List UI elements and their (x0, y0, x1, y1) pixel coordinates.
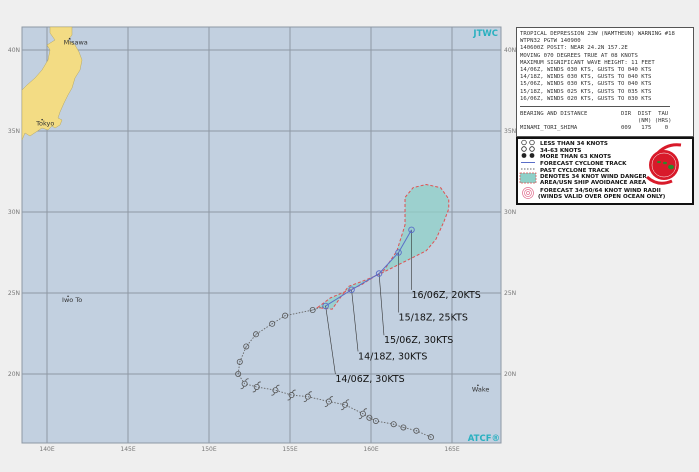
map-legend: LESS THAN 34 KNOTS 34-63 KNOTS MORE THAN… (516, 137, 694, 205)
latitude-label-right: 20N (504, 371, 516, 378)
longitude-label: 145E (120, 446, 135, 453)
forecast-label: 16/06Z, 20KTS (412, 290, 481, 301)
bearing-units: (NM) (HRS) (520, 118, 672, 125)
latitude-label-right: 30N (504, 209, 516, 216)
place-label: Misawa (64, 39, 88, 47)
depression-symbol-icon (372, 417, 379, 424)
warning-line: 140600Z POSIT: NEAR 24.2N 157.2E (520, 45, 628, 52)
wind-danger-area (316, 183, 450, 310)
divider (520, 106, 670, 108)
tropical-storm-symbol-icon (341, 399, 350, 411)
latitude-label-right: 25N (504, 290, 516, 297)
depression-symbol-icon (235, 370, 242, 377)
label-leader-line (378, 273, 385, 336)
warning-line: MAXIMUM SIGNIFICANT WAVE HEIGHT: 11 FEET (520, 59, 655, 66)
warning-text-panel: TROPICAL DEPRESSION 23W (NAMTHEUN) WARNI… (516, 27, 694, 137)
label-leader-line (351, 289, 359, 352)
japan-landmass (21, 26, 83, 141)
place-label: Iwo To (62, 296, 82, 304)
forecast-label: 14/18Z, 30KTS (358, 351, 427, 362)
longitude-label: 160E (363, 446, 378, 453)
place-label: Wake (472, 385, 490, 393)
depression-symbol-icon (366, 414, 373, 421)
jtwc-label: JTWC (472, 29, 498, 39)
forecast-position-icon (375, 270, 383, 277)
place-marker-icon (67, 295, 69, 298)
legend-item: PAST CYCLONE TRACK (540, 167, 610, 174)
label-leader-line (325, 305, 336, 375)
longitude-label: 150E (201, 446, 216, 453)
legend-item: AREA/USN SHIP AVOIDANCE AREA (540, 180, 647, 186)
past-cyclone-track (237, 305, 432, 438)
longitude-label: 155E (282, 446, 297, 453)
depression-symbol-icon (400, 424, 407, 431)
depression-symbol-icon (427, 434, 434, 441)
latitude-label-right: 35N (504, 128, 516, 135)
latitude-label-left: 20N (8, 371, 20, 378)
latitude-label-left: 30N (8, 209, 20, 216)
legend-item: FORECAST 34/50/64 KNOT WIND RADII (540, 187, 661, 194)
tropical-storm-symbol-icon (252, 381, 261, 393)
34-63-knots-icon (521, 146, 535, 152)
place-marker-icon (477, 384, 479, 387)
warning-line: TROPICAL DEPRESSION 23W (NAMTHEUN) WARNI… (520, 31, 675, 37)
tropical-storm-symbol-icon (287, 389, 296, 401)
place-label: Tokyo (35, 120, 54, 128)
forecast-label: 15/06Z, 30KTS (384, 335, 453, 346)
forecast-position-icon (408, 226, 415, 234)
less-than-34-knots-icon (521, 139, 535, 146)
forecast-position-icon (322, 302, 329, 310)
forecast-label: 14/06Z, 30KTS (335, 374, 404, 385)
depression-symbol-icon (390, 421, 397, 428)
depression-symbol-icon (243, 343, 250, 350)
depression-symbol-icon (252, 331, 259, 338)
tropical-storm-symbol-icon (324, 396, 333, 407)
wind-radii-icon (522, 187, 534, 199)
tropical-storm-symbol-icon (303, 391, 312, 403)
warning-line: 14/18Z, WINDS 030 KTS, GUSTS TO 040 KTS (520, 74, 652, 81)
longitude-label: 140E (39, 446, 54, 453)
legend-item: LESS THAN 34 KNOTS (540, 141, 608, 147)
warning-line: 16/06Z, WINDS 020 KTS, GUSTS TO 030 KTS (520, 95, 652, 102)
jtwc-logo (645, 143, 682, 185)
warning-line: 15/18Z, WINDS 025 KTS, GUSTS TO 035 KTS (520, 88, 652, 95)
forecast-position-icon (395, 249, 402, 256)
warning-line: 14/06Z, WINDS 030 KTS, GUSTS TO 040 KTS (520, 67, 652, 74)
latitude-label-left: 25N (8, 290, 20, 297)
bearing-header: BEARING AND DISTANCE DIR DIST TAU (520, 111, 669, 118)
atcf-label: ATCF® (468, 434, 500, 444)
warning-line: WTPN32 PGTW 140900 (520, 38, 581, 45)
warning-line: MOVING 070 DEGREES TRUE AT 08 KNOTS (520, 52, 638, 59)
legend-item: MORE THAN 63 KNOTS (540, 154, 612, 160)
longitude-label: 165E (444, 446, 459, 453)
forecast-cyclone-track (325, 229, 412, 307)
warning-line: 15/06Z, WINDS 030 KTS, GUSTS TO 040 KTS (520, 81, 652, 88)
place-marker-icon (68, 37, 71, 40)
legend-item: 34-63 KNOTS (540, 147, 582, 154)
depression-symbol-icon (309, 307, 316, 314)
latitude-label-left: 40N (8, 47, 20, 54)
tropical-storm-symbol-icon (358, 408, 367, 420)
more-than-63-knots-icon (521, 153, 535, 158)
forecast-label: 15/18Z, 25KTS (399, 313, 468, 324)
place-marker-icon (41, 118, 43, 121)
latitude-label-right: 40N (504, 47, 516, 54)
tropical-storm-symbol-icon (240, 378, 249, 390)
depression-symbol-icon (413, 427, 420, 434)
latitude-label-left: 35N (8, 128, 20, 135)
legend-item: FORECAST CYCLONE TRACK (540, 161, 627, 167)
tropical-storm-symbol-icon (271, 384, 280, 396)
bearing-row: MINAMI_TORI_SHIMA 009 175 0 (520, 125, 669, 132)
danger-area-swatch (519, 172, 537, 184)
depression-symbol-icon (269, 320, 276, 327)
depression-symbol-icon (236, 358, 243, 365)
legend-item: (WINDS VALID OVER OPEN OCEAN ONLY) (538, 194, 666, 200)
legend-item: DENOTES 34 KNOT WIND DANGER (540, 174, 647, 180)
depression-symbol-icon (282, 312, 289, 319)
forecast-position-icon (348, 286, 355, 294)
